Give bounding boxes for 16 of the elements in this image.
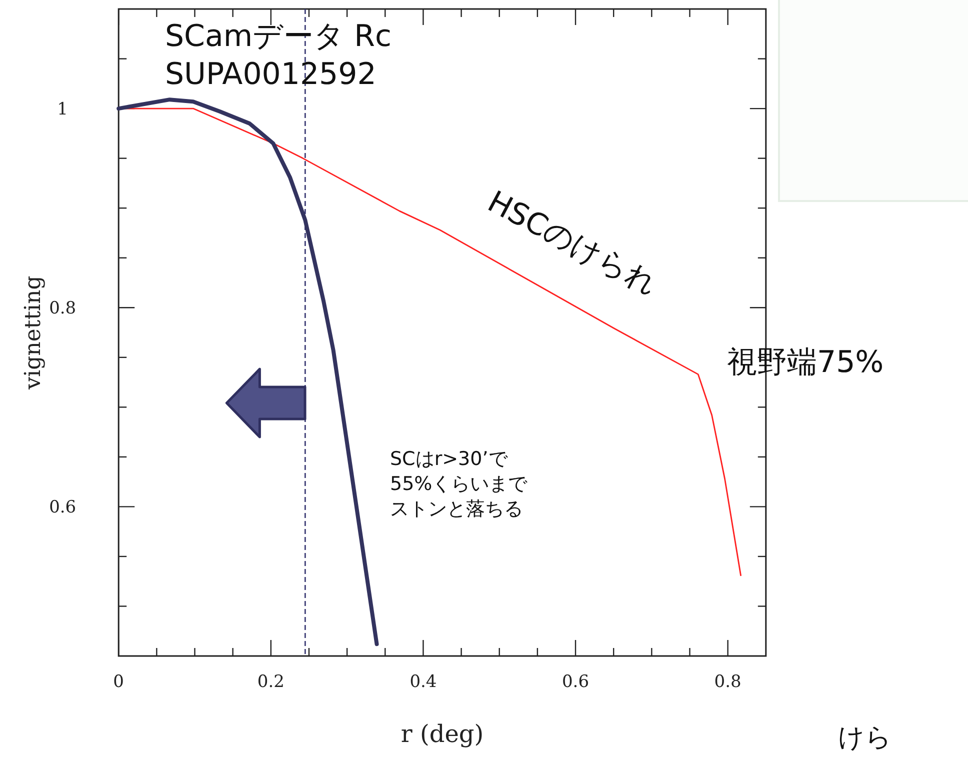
x-tick-label: 0.6 (562, 672, 590, 692)
y-tick-label: 0.8 (49, 298, 76, 319)
annotation: 55%くらいまで (390, 473, 528, 495)
x-axis-title: r (deg) (400, 720, 484, 748)
annotation: ストンと落ちる (390, 498, 523, 520)
x-tick-label: 0.2 (257, 672, 284, 692)
annotation: SCはr>30’で (390, 448, 508, 470)
x-tick-label: 0 (113, 672, 124, 692)
x-tick-label: 0.8 (714, 672, 742, 692)
text: けら (838, 723, 892, 753)
y-tick-label: 0.6 (49, 498, 76, 518)
annotation: SUPA0012592 (165, 57, 376, 92)
annotation: HSCのけられ (482, 184, 664, 303)
y-axis-title: vignetting (21, 276, 46, 390)
x-tick-label: 0.4 (410, 672, 437, 692)
y-tick-label: 1 (57, 100, 68, 120)
